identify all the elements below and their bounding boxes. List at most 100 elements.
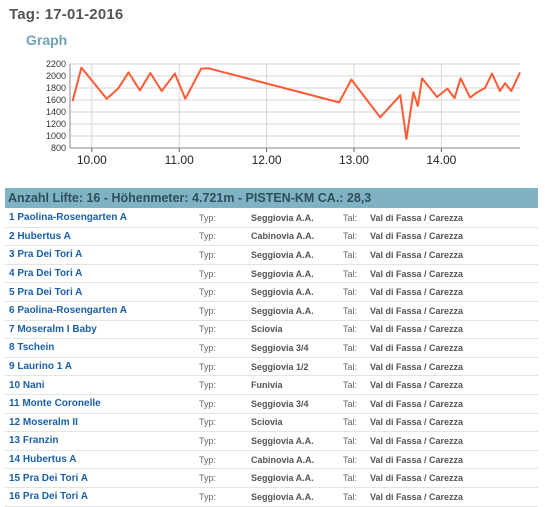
- y-tick-label: 1200: [46, 119, 66, 129]
- lift-valley: Val di Fassa / Carezza: [370, 431, 538, 451]
- table-row: 14 Hubertus A Typ: Cabinovia A.A. Tal: Val d…: [5, 450, 538, 470]
- lift-name-link[interactable]: 6 Paolina-Rosengarten A: [5, 301, 199, 321]
- typ-label: Typ:: [199, 357, 251, 377]
- lift-name-link[interactable]: 3 Pra Dei Tori A: [5, 245, 199, 265]
- lift-type: Seggiovia A.A.: [251, 487, 343, 507]
- typ-label: Typ:: [199, 487, 251, 507]
- typ-label: Typ:: [199, 338, 251, 358]
- y-tick-label: 1000: [46, 131, 66, 141]
- table-row: 2 Hubertus A Typ: Cabinovia A.A. Tal: Val di…: [5, 227, 538, 247]
- tal-label: Tal:: [343, 227, 370, 247]
- table-row: 5 Pra Dei Tori A Typ: Seggiovia A.A. Tal: Va…: [5, 282, 538, 302]
- tal-label: Tal:: [343, 394, 370, 414]
- table-row: 13 Franzin Typ: Seggiovia A.A. Tal: Val di F…: [5, 431, 538, 451]
- y-tick-label: 1400: [46, 107, 66, 117]
- tal-label: Tal:: [343, 413, 370, 433]
- y-tick-label: 800: [51, 143, 66, 153]
- table-row: 10 Nani Typ: Funivia Tal: Val di Fassa / Car…: [5, 375, 538, 395]
- table-row: 12 Moseralm II Typ: Sciovia Tal: Val di Fass…: [5, 413, 538, 433]
- tal-label: Tal:: [343, 245, 370, 265]
- summary-bar: Anzahl Lifte: 16 - Höhenmeter: 4.721m - …: [5, 188, 538, 208]
- tal-label: Tal:: [343, 375, 370, 395]
- table-row: 15 Pra Dei Tori A Typ: Seggiovia A.A. Tal: V…: [5, 468, 538, 488]
- lift-type: Sciovia: [251, 320, 343, 340]
- lift-name-link[interactable]: 8 Tschein: [5, 338, 199, 358]
- graph-title: Graph: [26, 32, 68, 48]
- elevation-chart: 800 1000 1200 1400 1600 1800 2000 2200 10.00 11.0…: [46, 59, 521, 167]
- lift-name-link[interactable]: 11 Monte Coronelle: [5, 394, 199, 414]
- typ-label: Typ:: [199, 320, 251, 340]
- typ-label: Typ:: [199, 301, 251, 321]
- lift-valley: Val di Fassa / Carezza: [370, 320, 538, 340]
- lift-type: Seggiovia A.A.: [251, 245, 343, 265]
- lift-valley: Val di Fassa / Carezza: [370, 375, 538, 395]
- lift-valley: Val di Fassa / Carezza: [370, 394, 538, 414]
- y-tick-label: 1600: [46, 95, 66, 105]
- lift-type: Seggiovia A.A.: [251, 264, 343, 284]
- lift-name-link[interactable]: 9 Laurino 1 A: [5, 357, 199, 377]
- lift-name-link[interactable]: 2 Hubertus A: [5, 227, 199, 247]
- lift-name-link[interactable]: 7 Moseralm I Baby: [5, 320, 199, 340]
- y-tick-label: 1800: [46, 83, 66, 93]
- table-row: 3 Pra Dei Tori A Typ: Seggiovia A.A. Tal: Va…: [5, 245, 538, 265]
- tal-label: Tal:: [343, 431, 370, 451]
- typ-label: Typ:: [199, 227, 251, 247]
- series-line: [71, 66, 521, 140]
- lift-valley: Val di Fassa / Carezza: [370, 245, 538, 265]
- x-tick-label: 13.00: [339, 153, 369, 167]
- lift-type: Funivia: [251, 375, 343, 395]
- lift-valley: Val di Fassa / Carezza: [370, 450, 538, 470]
- table-row: 7 Moseralm I Baby Typ: Sciovia Tal: Val di F…: [5, 320, 538, 340]
- typ-label: Typ:: [199, 209, 251, 228]
- tal-label: Tal:: [343, 468, 370, 488]
- tal-label: Tal:: [343, 487, 370, 507]
- tal-label: Tal:: [343, 209, 370, 228]
- lift-valley: Val di Fassa / Carezza: [370, 209, 538, 228]
- table-row: 6 Paolina-Rosengarten A Typ: Seggiovia A.A…: [5, 301, 538, 321]
- lift-name-link[interactable]: 5 Pra Dei Tori A: [5, 282, 199, 302]
- lift-name-link[interactable]: 14 Hubertus A: [5, 450, 199, 470]
- lift-name-link[interactable]: 10 Nani: [5, 375, 199, 395]
- table-row: 1 Paolina-Rosengarten A Typ: Seggiovia A.A…: [5, 209, 538, 228]
- lift-type: Seggiovia A.A.: [251, 431, 343, 451]
- lift-type: Seggiovia A.A.: [251, 301, 343, 321]
- lift-table: 1 Paolina-Rosengarten A Typ: Seggiovia A.A…: [5, 209, 538, 507]
- typ-label: Typ:: [199, 264, 251, 284]
- lift-name-link[interactable]: 16 Pra Dei Tori A: [5, 487, 199, 507]
- tal-label: Tal:: [343, 301, 370, 321]
- day-title: Tag: 17-01-2016: [9, 6, 124, 23]
- typ-label: Typ:: [199, 282, 251, 302]
- x-tick-label: 12.00: [252, 153, 282, 167]
- lift-name-link[interactable]: 4 Pra Dei Tori A: [5, 264, 199, 284]
- lift-valley: Val di Fassa / Carezza: [370, 301, 538, 321]
- lift-valley: Val di Fassa / Carezza: [370, 357, 538, 377]
- lift-name-link[interactable]: 12 Moseralm II: [5, 413, 199, 433]
- lift-type: Cabinovia A.A.: [251, 227, 343, 247]
- lift-valley: Val di Fassa / Carezza: [370, 413, 538, 433]
- typ-label: Typ:: [199, 468, 251, 488]
- lift-valley: Val di Fassa / Carezza: [370, 282, 538, 302]
- lift-name-link[interactable]: 1 Paolina-Rosengarten A: [5, 209, 199, 228]
- x-tick-label: 10.00: [77, 153, 107, 167]
- lift-type: Seggiovia 3/4: [251, 394, 343, 414]
- typ-label: Typ:: [199, 450, 251, 470]
- x-tick-label: 11.00: [165, 153, 194, 167]
- lift-type: Seggiovia A.A.: [251, 282, 343, 302]
- typ-label: Typ:: [199, 394, 251, 414]
- table-row: 8 Tschein Typ: Seggiovia 3/4 Tal: Val di Fas…: [5, 338, 538, 358]
- table-row: 9 Laurino 1 A Typ: Seggiovia 1/2 Tal: Val di…: [5, 357, 538, 377]
- y-tick-label: 2000: [46, 71, 66, 81]
- y-tick-label: 2200: [46, 59, 66, 69]
- lift-name-link[interactable]: 15 Pra Dei Tori A: [5, 468, 199, 488]
- typ-label: Typ:: [199, 431, 251, 451]
- lift-valley: Val di Fassa / Carezza: [370, 264, 538, 284]
- lift-valley: Val di Fassa / Carezza: [370, 338, 538, 358]
- typ-label: Typ:: [199, 245, 251, 265]
- lift-type: Seggiovia 3/4: [251, 338, 343, 358]
- lift-name-link[interactable]: 13 Franzin: [5, 431, 199, 451]
- tal-label: Tal:: [343, 450, 370, 470]
- lift-type: Seggiovia A.A.: [251, 209, 343, 228]
- table-row: 16 Pra Dei Tori A Typ: Seggiovia A.A. Tal: V…: [5, 487, 538, 507]
- tal-label: Tal:: [343, 320, 370, 340]
- typ-label: Typ:: [199, 375, 251, 395]
